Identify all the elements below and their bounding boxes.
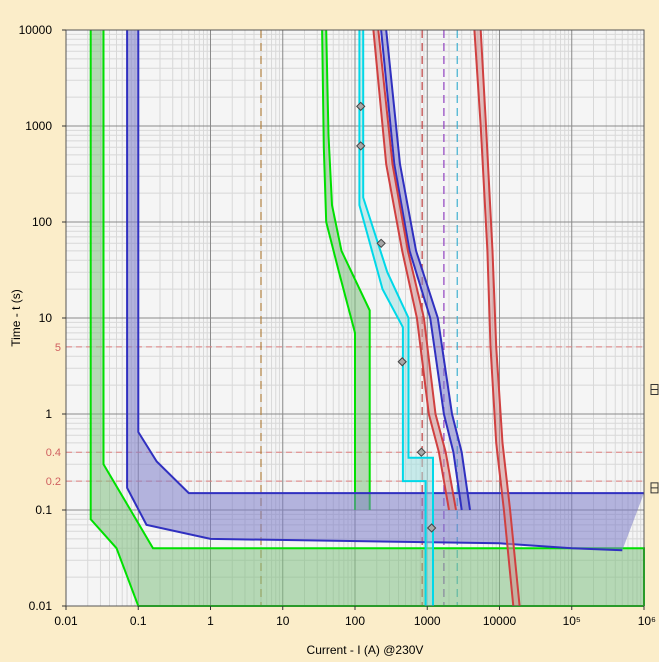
- x-axis-ticks: 0.01 0.1 1 10 100 1000 10000 10⁵ 10⁶: [54, 606, 656, 628]
- curve-upper-line: [479, 29, 521, 607]
- x-tick-label: 10⁶: [638, 614, 656, 628]
- x-tick-label: 0.01: [54, 614, 78, 628]
- curve-upper-line: [377, 29, 457, 511]
- x-tick-label: 10: [276, 614, 290, 628]
- curve-upper-line: [325, 29, 371, 510]
- x-tick-label: 1: [207, 614, 214, 628]
- x-tick-label: 10000: [483, 614, 517, 628]
- y-tick-label: 10000: [19, 23, 53, 37]
- curve-marker: [426, 523, 437, 533]
- curve-upper-line: [362, 30, 434, 606]
- curve-marker: [356, 141, 366, 151]
- y-tick-label: 10: [39, 311, 53, 325]
- y-tick-label: 1000: [25, 119, 52, 133]
- curve-lower-line: [358, 30, 427, 606]
- y-tick-label: 0.1: [35, 503, 52, 517]
- reference-line-label: 0.4: [46, 447, 61, 459]
- edge-icons: [650, 383, 659, 494]
- curve-band-fill: [359, 30, 433, 606]
- curve-band-fill: [322, 30, 370, 510]
- x-tick-label: 1000: [414, 614, 441, 628]
- curve-lower-line: [473, 29, 515, 607]
- curve-band-fill: [474, 30, 520, 606]
- x-tick-label: 100: [345, 614, 365, 628]
- curve-lower-line: [372, 29, 450, 511]
- x-tick-label: 10⁵: [563, 614, 581, 628]
- y-tick-label: 100: [32, 215, 52, 229]
- reference-line-label: 5: [55, 342, 61, 354]
- x-tick-label: 0.1: [130, 614, 147, 628]
- curve-lower-line: [126, 30, 623, 552]
- curve-band-fill: [373, 30, 456, 510]
- curve-bands: [89, 29, 645, 607]
- curve-marker: [356, 101, 366, 112]
- curve-upper-line: [137, 30, 644, 495]
- curve-band-fill: [127, 30, 645, 551]
- reference-line-label: 0.2: [46, 476, 61, 488]
- y-tick-label: 1: [45, 407, 52, 421]
- curve-marker: [376, 238, 386, 249]
- x-axis-title: Current - I (A) @230V: [307, 643, 424, 657]
- curve-upper-line: [385, 29, 471, 511]
- y-axis-ticks: 5 0.4 0.2 0.01 0.1 1 10 100 1000 10000: [19, 23, 66, 613]
- curve-marker: [416, 447, 427, 457]
- curve-marker: [397, 357, 407, 367]
- curve-lower-line: [321, 29, 356, 510]
- y-axis-title: Time - t (s): [9, 289, 23, 347]
- curve-lower-line: [380, 29, 463, 511]
- y-tick-label: 0.01: [29, 599, 53, 613]
- curve-markers: [356, 101, 437, 533]
